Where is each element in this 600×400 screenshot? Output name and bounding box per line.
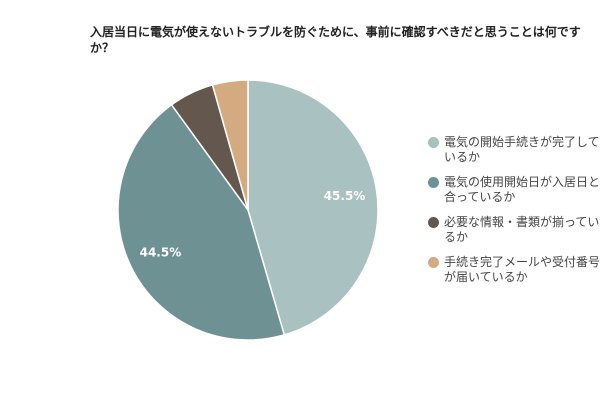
- pie-slice: [211, 79, 249, 211]
- legend-label: 必要な情報・書類が揃っているか: [444, 215, 600, 244]
- legend-item: 手続き完了メールや受付番号が届いているか: [428, 255, 600, 285]
- legend-swatch: [428, 217, 439, 228]
- legend-swatch: [428, 177, 439, 188]
- legend-item: 必要な情報・書類が揃っているか: [428, 215, 600, 245]
- legend-label: 手続き完了メールや受付番号が届いているか: [444, 255, 600, 284]
- legend-label: 電気の開始手続きが完了しているか: [444, 135, 600, 164]
- legend-item: 電気の使用開始日が入居日と合っているか: [428, 175, 600, 205]
- legend-swatch: [428, 257, 439, 268]
- chart-title: 入居当日に電気が使えないトラブルを防ぐために、事前に確認すべきだと思うことは何で…: [90, 25, 581, 55]
- data-label: 45.5%: [324, 189, 366, 203]
- data-label: 44.5%: [140, 245, 182, 259]
- legend-swatch: [428, 137, 439, 148]
- legend-item: 電気の開始手続きが完了しているか: [428, 135, 600, 165]
- pie-slice: [117, 103, 286, 341]
- legend-label: 電気の使用開始日が入居日と合っているか: [444, 175, 600, 204]
- pie-slice: [247, 79, 379, 336]
- legend: 電気の開始手続きが完了しているか 電気の使用開始日が入居日と合っているか 必要な情報…: [428, 135, 600, 295]
